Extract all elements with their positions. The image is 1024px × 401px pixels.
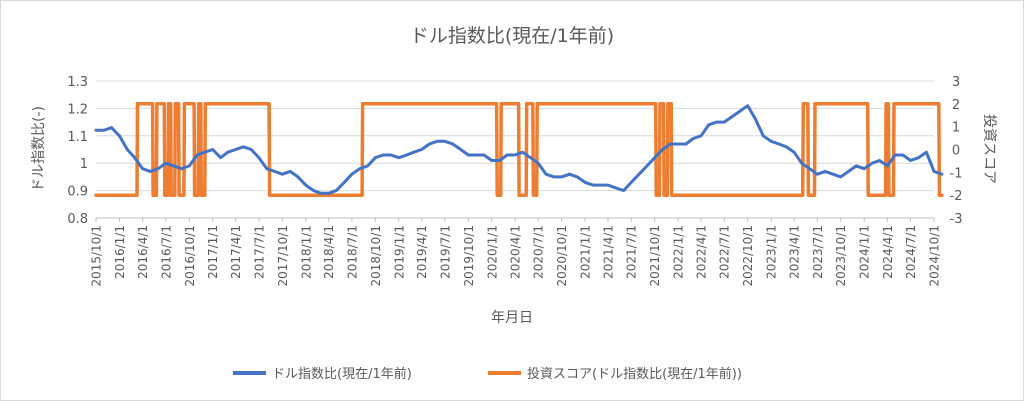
x-tick-label: 2017/7/1 <box>252 225 266 279</box>
y2-axis-label: 投資スコア <box>981 114 997 184</box>
x-tick-label: 2021/1/1 <box>579 225 593 279</box>
x-tick-label: 2016/1/1 <box>113 225 127 279</box>
x-tick-label: 2016/7/1 <box>159 225 173 279</box>
x-tick-label: 2021/10/1 <box>648 225 662 287</box>
x-tick-label: 2017/4/1 <box>229 225 243 279</box>
y-tick-label: 0.8 <box>67 212 88 227</box>
x-axis-label: 年月日 <box>491 310 533 326</box>
y-tick-label: 1.2 <box>67 102 88 117</box>
legend-label-investment-score: 投資スコア(ドル指数比(現在/1年前)) <box>527 366 742 382</box>
series-group <box>94 102 944 197</box>
x-tick-label: 2023/7/1 <box>811 225 825 279</box>
x-tick-label: 2023/1/1 <box>765 225 779 279</box>
x-tick-label: 2020/1/1 <box>485 225 499 279</box>
y2-tick-label: -1 <box>950 166 963 181</box>
x-tick-label: 2020/7/1 <box>532 225 546 279</box>
x-tick-label: 2019/4/1 <box>415 225 429 279</box>
y-axis-label: ドル指数比(-) <box>31 106 47 192</box>
y2-tick-label: -2 <box>950 189 963 204</box>
x-tick-label: 2018/10/1 <box>369 225 383 287</box>
y2-tick-label: 2 <box>952 98 960 113</box>
legend-label-dollar-index-ratio: ドル指数比(現在/1年前) <box>272 366 412 382</box>
x-tick-label: 2023/10/1 <box>834 225 848 287</box>
y2-tick-label: 1 <box>952 121 960 136</box>
y2-axis-ticks: 3 2 1 0 -1 -2 -3 <box>950 75 963 227</box>
x-tick-label: 2022/1/1 <box>672 225 686 279</box>
y2-tick-label: 3 <box>952 75 960 90</box>
y-axis-ticks: 1.3 1.2 1.1 1 0.9 0.8 <box>67 75 88 227</box>
x-tick-label: 2021/7/1 <box>625 225 639 279</box>
x-tick-label: 2017/10/1 <box>276 225 290 287</box>
x-axis-ticks: 2015/10/1 2016/1/1 2016/4/1 2016/7/1 2016/10… <box>90 218 942 287</box>
x-tick-label: 2020/4/1 <box>509 225 523 279</box>
series-line-investment-score <box>94 102 944 197</box>
x-tick-label: 2018/1/1 <box>299 225 313 279</box>
x-tick-label: 2018/7/1 <box>345 225 359 279</box>
x-tick-label: 2022/10/1 <box>741 225 755 287</box>
x-tick-label: 2015/10/1 <box>90 225 104 287</box>
x-tick-label: 2017/1/1 <box>206 225 220 279</box>
x-tick-label: 2024/10/1 <box>928 225 942 287</box>
x-tick-label: 2019/7/1 <box>438 225 452 279</box>
x-tick-label: 2024/1/1 <box>858 225 872 279</box>
x-tick-label: 2024/4/1 <box>881 225 895 279</box>
y-tick-label: 0.9 <box>67 185 88 200</box>
x-tick-label: 2019/1/1 <box>392 225 406 279</box>
x-tick-label: 2022/4/1 <box>695 225 709 279</box>
x-tick-label: 2016/10/1 <box>183 225 197 287</box>
y2-tick-label: -3 <box>950 212 963 227</box>
y-tick-label: 1.3 <box>67 75 88 90</box>
chart-title: ドル指数比(現在/1年前) <box>410 25 614 47</box>
x-tick-label: 2022/7/1 <box>718 225 732 279</box>
x-tick-label: 2021/4/1 <box>602 225 616 279</box>
x-tick-label: 2024/7/1 <box>904 225 918 279</box>
y2-tick-label: 0 <box>952 144 960 159</box>
y-tick-label: 1 <box>80 157 88 172</box>
series-line-dollar-index-ratio <box>94 104 944 195</box>
x-tick-label: 2018/4/1 <box>322 225 336 279</box>
y-tick-label: 1.1 <box>67 130 88 145</box>
x-tick-label: 2016/4/1 <box>136 225 150 279</box>
x-tick-label: 2020/10/1 <box>555 225 569 287</box>
x-tick-label: 2019/10/1 <box>462 225 476 287</box>
x-tick-label: 2023/4/1 <box>788 225 802 279</box>
legend: ドル指数比(現在/1年前) 投資スコア(ドル指数比(現在/1年前)) <box>233 366 742 382</box>
